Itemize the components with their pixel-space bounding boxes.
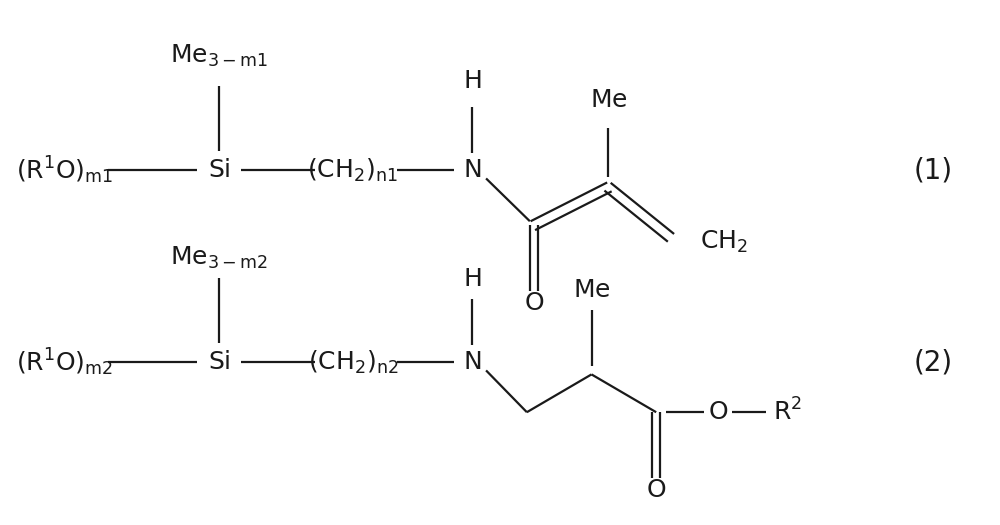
- Text: $\mathregular{R^2}$: $\mathregular{R^2}$: [773, 398, 802, 426]
- Text: $\mathregular{Me}$: $\mathregular{Me}$: [573, 278, 610, 302]
- Text: (1): (1): [913, 156, 952, 184]
- Text: $\mathregular{H}$: $\mathregular{H}$: [463, 69, 481, 93]
- Text: $\mathregular{Me}$: $\mathregular{Me}$: [590, 88, 627, 112]
- Text: $\mathregular{O}$: $\mathregular{O}$: [646, 478, 666, 502]
- Text: $\mathregular{(R^1O)_{m1}}$: $\mathregular{(R^1O)_{m1}}$: [16, 155, 113, 186]
- Text: $\mathregular{O}$: $\mathregular{O}$: [524, 291, 544, 315]
- Text: $\mathregular{Si}$: $\mathregular{Si}$: [208, 351, 231, 374]
- Text: (2): (2): [913, 349, 952, 376]
- Text: $\mathregular{Me_{3-m1}}$: $\mathregular{Me_{3-m1}}$: [170, 43, 269, 69]
- Text: $\mathregular{H}$: $\mathregular{H}$: [463, 267, 481, 291]
- Text: $\mathregular{CH_2}$: $\mathregular{CH_2}$: [700, 229, 748, 255]
- Text: $\mathregular{N}$: $\mathregular{N}$: [463, 159, 481, 183]
- Text: $\mathregular{(CH_2)_{n2}}$: $\mathregular{(CH_2)_{n2}}$: [308, 349, 398, 376]
- Text: $\mathregular{Si}$: $\mathregular{Si}$: [208, 159, 231, 183]
- Text: $\mathregular{O}$: $\mathregular{O}$: [708, 400, 728, 424]
- Text: $\mathregular{Me_{3-m2}}$: $\mathregular{Me_{3-m2}}$: [170, 245, 269, 271]
- Text: $\mathregular{N}$: $\mathregular{N}$: [463, 351, 481, 374]
- Text: $\mathregular{(R^1O)_{m2}}$: $\mathregular{(R^1O)_{m2}}$: [16, 347, 113, 378]
- Text: $\mathregular{(CH_2)_{n1}}$: $\mathregular{(CH_2)_{n1}}$: [307, 157, 398, 184]
